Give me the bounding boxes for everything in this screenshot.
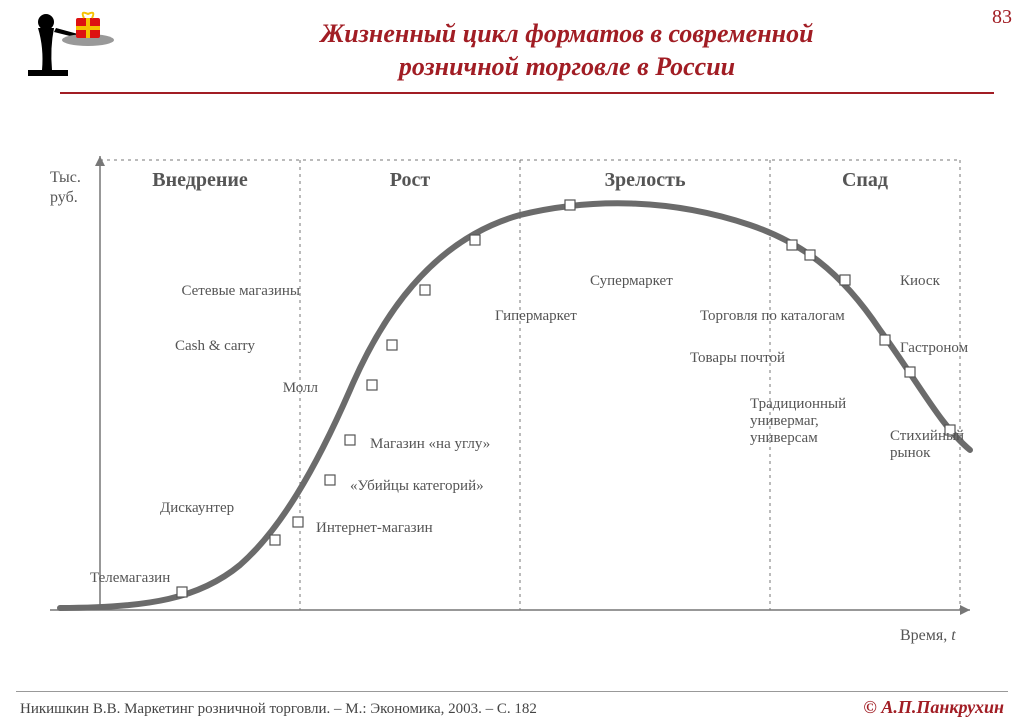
chart-marker <box>420 285 430 295</box>
chart-marker <box>787 240 797 250</box>
chart-point-label: Торговля по каталогам <box>700 308 845 324</box>
logo-waiter-icon <box>18 8 138 88</box>
chart-point-label: Магазин «на углу» <box>370 436 490 452</box>
chart-marker <box>325 475 335 485</box>
chart-marker <box>840 275 850 285</box>
chart-marker <box>270 535 280 545</box>
chart-point-label: Товары почтой <box>690 350 785 366</box>
chart-point-label: «Убийцы категорий» <box>350 478 484 494</box>
chart-point-label: Супермаркет <box>590 273 673 289</box>
chart-marker <box>565 200 575 210</box>
slide-title: Жизненный цикл форматов в современной ро… <box>150 18 984 83</box>
chart-point-label: Cash & carry <box>175 338 255 354</box>
chart-marker <box>345 435 355 445</box>
chart-marker <box>805 250 815 260</box>
chart-point-label: Молл <box>283 380 319 396</box>
phase-label: Внедрение <box>152 169 248 191</box>
chart-marker <box>367 380 377 390</box>
chart-marker <box>177 587 187 597</box>
chart-marker <box>293 517 303 527</box>
title-line-2: розничной торговле в России <box>399 52 735 81</box>
x-axis-label: Время, t <box>900 627 956 644</box>
chart-point-label: Гастроном <box>900 340 969 356</box>
chart-point-label: Телемагазин <box>90 570 170 586</box>
phase-label: Зрелость <box>604 169 685 191</box>
phase-label: Спад <box>842 169 888 191</box>
chart-point-label: Стихийныйрынок <box>890 428 964 461</box>
chart-point-label: Интернет-магазин <box>316 520 433 536</box>
chart-point-label: Гипермаркет <box>495 308 577 324</box>
chart-point-label: Традиционныйунивермаг,универсам <box>750 396 846 446</box>
footer-rule <box>16 691 1008 692</box>
chart-marker <box>387 340 397 350</box>
chart-point-label: Дискаунтер <box>160 500 234 516</box>
footer-copyright: © А.П.Панкрухин <box>863 697 1004 718</box>
y-axis-label: Тыс. <box>50 169 81 186</box>
chart-point-label: Киоск <box>900 273 941 289</box>
title-underline <box>60 92 994 94</box>
chart-marker <box>905 367 915 377</box>
lifecycle-chart: Внедрение Рост Зрелость Спад Тыс. руб. Время, … <box>30 130 990 660</box>
footer-citation: Никишкин В.В. Маркетинг розничной торгов… <box>20 701 537 718</box>
phase-label: Рост <box>390 169 431 191</box>
chart-marker <box>470 235 480 245</box>
title-line-1: Жизненный цикл форматов в современной <box>320 19 813 48</box>
chart-marker <box>880 335 890 345</box>
page-number: 83 <box>992 6 1012 29</box>
chart-point-label: Сетевые магазины <box>181 283 300 299</box>
y-axis-label: руб. <box>50 189 78 206</box>
